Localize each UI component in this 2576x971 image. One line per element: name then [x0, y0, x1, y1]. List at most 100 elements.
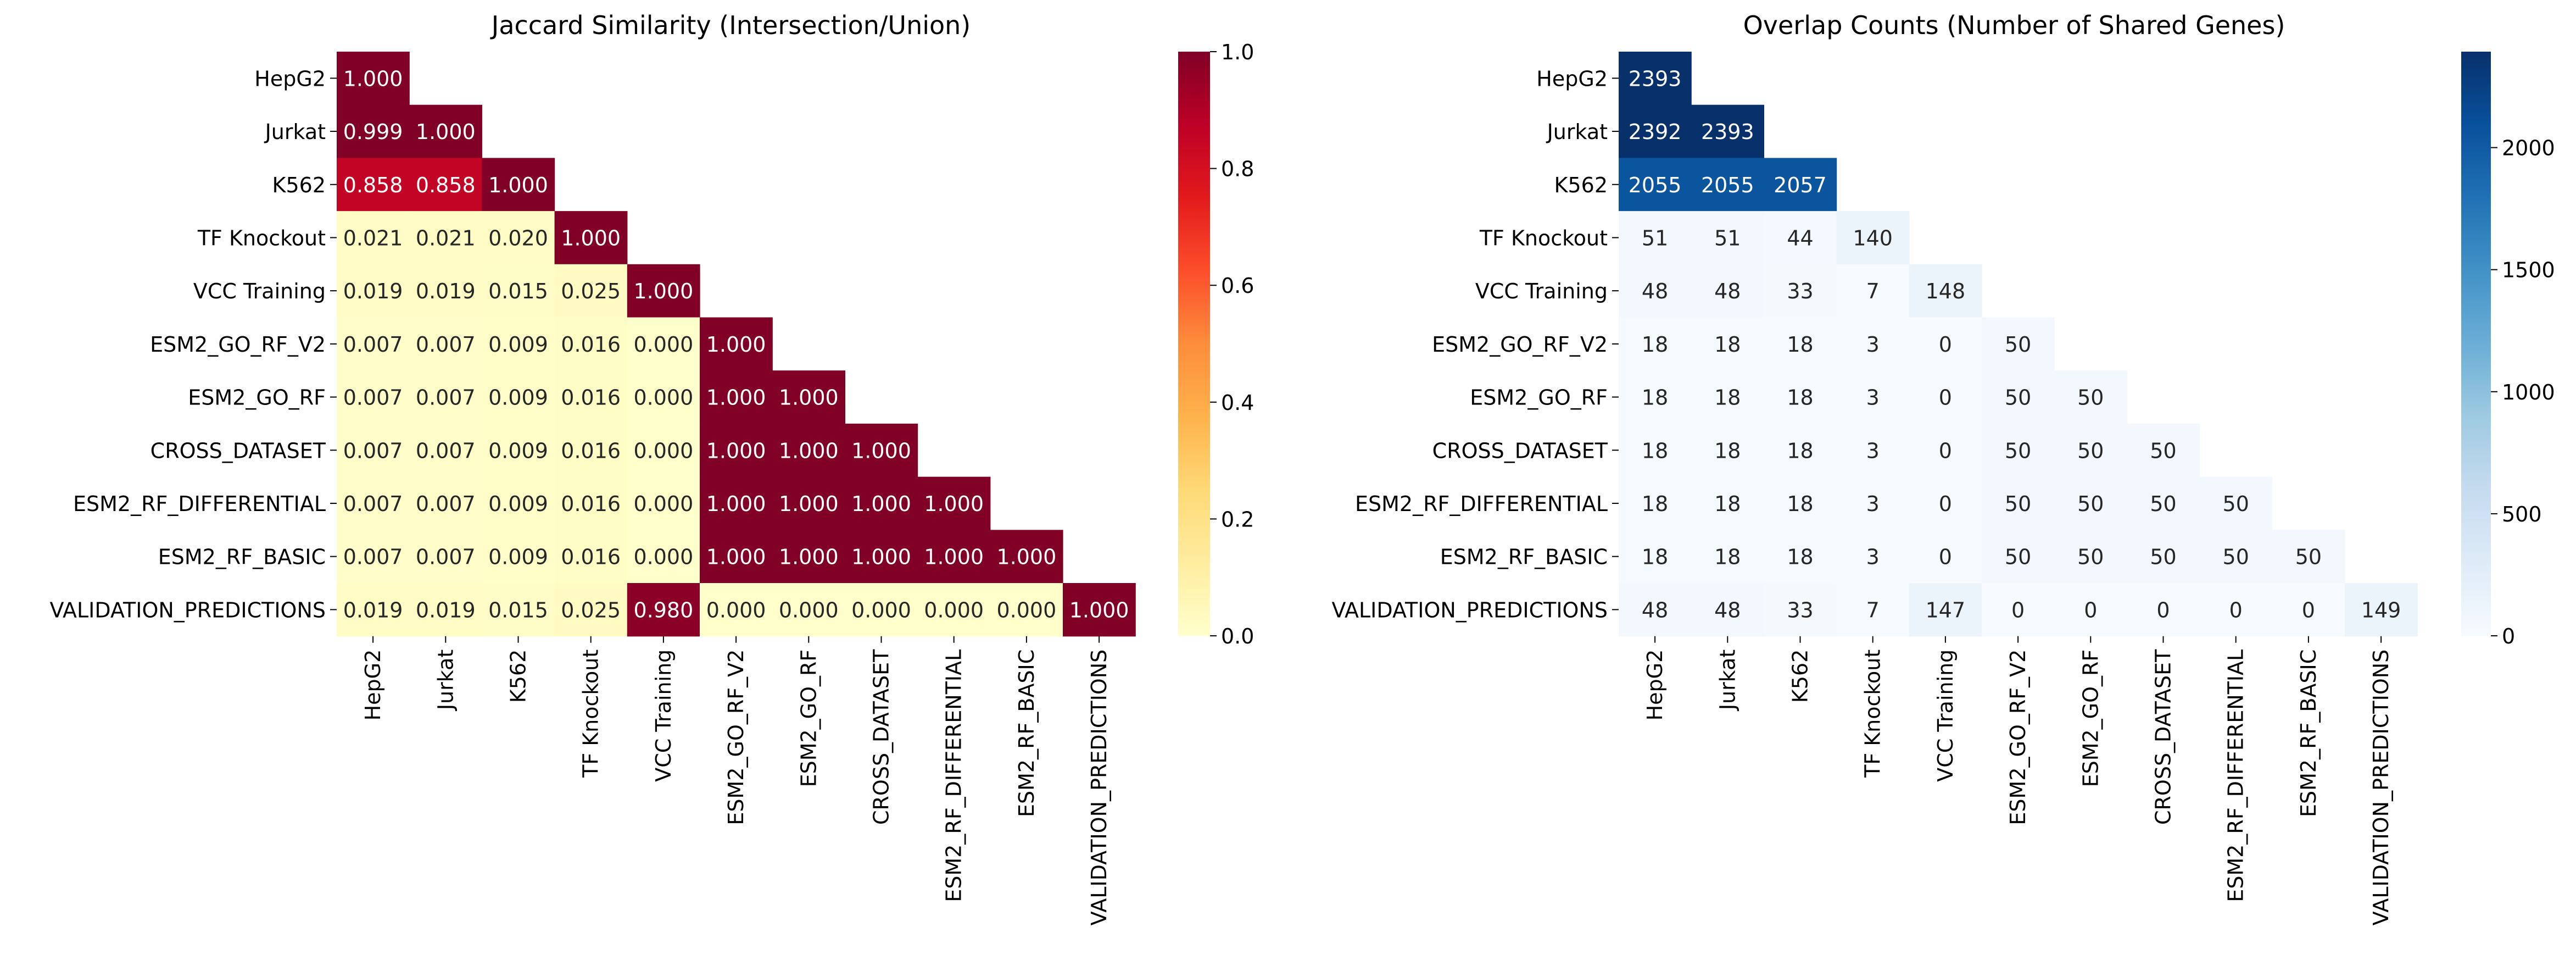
overlap-cell-label: 0: [2011, 598, 2025, 622]
overlap-cell-label: 18: [1714, 386, 1741, 410]
jaccard-cell-label: 1.000: [488, 173, 548, 197]
overlap-cell-label: 50: [2150, 545, 2176, 569]
jaccard-cell: [337, 370, 410, 424]
overlap-cell-label: 51: [1642, 226, 1668, 250]
overlap-cell: [1619, 158, 1692, 212]
overlap-cell-label: 18: [1787, 386, 1813, 410]
jaccard-cell-label: 1.000: [706, 439, 766, 463]
jaccard-cell-label: 1.000: [706, 492, 766, 516]
jaccard-cell: [772, 476, 845, 530]
overlap-cell: [2199, 530, 2273, 584]
jaccard-cell: [337, 476, 410, 530]
overlap-row-label-jurkat: Jurkat: [1546, 120, 1608, 144]
overlap-cell-label: 18: [1642, 492, 1668, 516]
jaccard-cell: [772, 370, 845, 424]
jaccard-colorbar-tick-label: 0.6: [1221, 274, 1254, 298]
jaccard-cell: [627, 583, 700, 637]
jaccard-cell-label: 0.007: [416, 439, 476, 463]
overlap-cell: [1909, 370, 1982, 424]
overlap-cell: [2272, 530, 2345, 584]
jaccard-cell-label: 1.000: [561, 226, 621, 250]
jaccard-cell-label: 0.007: [343, 332, 403, 357]
overlap-cell-label: 0: [2302, 598, 2315, 622]
overlap-cell: [1619, 583, 1692, 637]
jaccard-cell-label: 0.999: [343, 120, 403, 144]
overlap-cell: [1909, 530, 1982, 584]
jaccard-cell-label: 0.009: [488, 545, 548, 569]
jaccard-cell: [409, 583, 482, 637]
overlap-column-label-k562: K562: [1788, 650, 1813, 703]
jaccard-cell-label: 0.007: [416, 492, 476, 516]
jaccard-row-label-tf-knockout: TF Knockout: [197, 226, 326, 250]
overlap-cell-label: 33: [1787, 279, 1813, 303]
jaccard-column-label-esm2-rf-basic: ESM2_RF_BASIC: [1014, 650, 1039, 817]
overlap-cell-label: 18: [1787, 439, 1813, 463]
jaccard-cell-label: 1.000: [924, 545, 984, 569]
overlap-cell: [1909, 264, 1982, 318]
jaccard-cell-label: 0.020: [488, 226, 548, 250]
overlap-column-label-vcc-training: VCC Training: [1933, 650, 1958, 782]
overlap-colorbar-tick-label: 2000: [2502, 136, 2555, 160]
overlap-cell: [1619, 52, 1692, 106]
jaccard-cell-label: 1.000: [634, 279, 694, 303]
overlap-cell-label: 2055: [1629, 173, 1682, 197]
overlap-cell: [1836, 583, 1910, 637]
jaccard-cell: [700, 423, 773, 478]
overlap-cell-label: 18: [1642, 439, 1668, 463]
overlap-cell-label: 33: [1787, 598, 1813, 622]
jaccard-colorbar-gradient: [1178, 52, 1210, 636]
jaccard-cell: [409, 211, 482, 265]
overlap-cell-label: 18: [1642, 332, 1668, 357]
overlap-column-label-hepg2: HepG2: [1643, 650, 1667, 721]
jaccard-cell: [337, 158, 410, 212]
jaccard-row-label-k562: K562: [272, 173, 326, 197]
jaccard-cell: [337, 530, 410, 584]
overlap-cell: [1836, 264, 1910, 318]
overlap-row-label-validation-predictions: VALIDATION_PREDICTIONS: [1331, 598, 1608, 622]
overlap-cell: [1764, 158, 1837, 212]
jaccard-column-label-esm2-go-rf: ESM2_GO_RF: [796, 650, 821, 787]
overlap-cell-label: 50: [2005, 386, 2031, 410]
jaccard-cell-label: 0.000: [924, 598, 984, 622]
overlap-cell-label: 50: [2223, 492, 2249, 516]
overlap-column-labels: HepG2 Jurkat K562 TF Knockout VCC Training ES…: [1643, 636, 2393, 925]
overlap-cell-label: 51: [1714, 226, 1741, 250]
jaccard-cell: [554, 423, 628, 478]
jaccard-cell-label: 0.019: [416, 279, 476, 303]
jaccard-cell-label: 1.000: [851, 439, 911, 463]
overlap-cell: [1691, 158, 1764, 212]
jaccard-cell: [627, 317, 700, 371]
overlap-cell: [1764, 423, 1837, 478]
jaccard-cell: [337, 104, 410, 158]
overlap-cell: [2199, 476, 2273, 530]
jaccard-cell-label: 0.000: [634, 439, 694, 463]
overlap-cell-label: 18: [1714, 545, 1741, 569]
overlap-cell-label: 18: [1787, 332, 1813, 357]
overlap-cell: [1764, 317, 1837, 371]
overlap-cell: [1836, 423, 1910, 478]
jaccard-row-label-esm2-go-rf: ESM2_GO_RF: [188, 386, 326, 410]
jaccard-cell: [337, 264, 410, 318]
overlap-colorbar-tick-label: 0: [2502, 624, 2515, 648]
overlap-cell-label: 50: [2005, 332, 2031, 357]
overlap-cell-label: 0: [2084, 598, 2097, 622]
jaccard-cell-label: 0.019: [343, 598, 403, 622]
overlap-cell-label: 3: [1866, 492, 1880, 516]
overlap-column-label-esm2-rf-basic: ESM2_RF_BASIC: [2296, 650, 2321, 817]
jaccard-column-label-tf-knockout: TF Knockout: [579, 650, 603, 778]
overlap-cell-label: 48: [1714, 598, 1741, 622]
overlap-cell: [1619, 370, 1692, 424]
overlap-cell-label: 0: [1939, 439, 1952, 463]
overlap-cell: [1836, 476, 1910, 530]
overlap-cell: [1836, 370, 1910, 424]
jaccard-row-label-vcc-training: VCC Training: [193, 279, 326, 303]
jaccard-cell-label: 0.000: [706, 598, 766, 622]
jaccard-cell: [482, 264, 555, 318]
jaccard-cell: [482, 317, 555, 371]
overlap-cell-label: 50: [2005, 492, 2031, 516]
jaccard-cell: [845, 423, 918, 478]
overlap-cell: [1619, 530, 1692, 584]
overlap-column-label-esm2-go-rf-v2: ESM2_GO_RF_V2: [2006, 650, 2030, 825]
overlap-cell: [1691, 530, 1764, 584]
